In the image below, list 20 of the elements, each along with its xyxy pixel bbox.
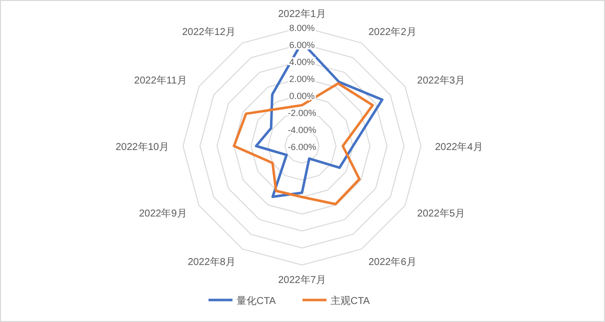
- spoke-label: 2022年4月: [435, 141, 483, 153]
- y-tick-label: 2.00%: [289, 74, 315, 84]
- spoke-label: 2022年11月: [134, 74, 187, 86]
- spoke-label: 2022年2月: [368, 26, 416, 38]
- spoke-label: 2022年8月: [188, 256, 236, 268]
- y-tick-label: -2.00%: [288, 108, 316, 118]
- spoke-label: 2022年1月: [278, 8, 326, 20]
- y-tick-label: -4.00%: [288, 125, 316, 135]
- legend-label: 主观CTA: [330, 295, 370, 307]
- spoke-label: 2022年5月: [417, 208, 465, 220]
- spoke-label: 2022年9月: [139, 208, 187, 220]
- y-tick-label: 0.00%: [289, 91, 315, 101]
- spoke-label: 2022年6月: [368, 256, 416, 268]
- y-tick-label: 8.00%: [289, 23, 315, 33]
- spoke-label: 2022年7月: [278, 274, 326, 286]
- spoke-label: 2022年10月: [116, 141, 169, 153]
- spoke-label: 2022年12月: [182, 26, 236, 38]
- y-tick-label: -6.00%: [288, 142, 316, 152]
- legend-label: 量化CTA: [236, 295, 276, 307]
- spoke-label: 2022年3月: [417, 74, 465, 86]
